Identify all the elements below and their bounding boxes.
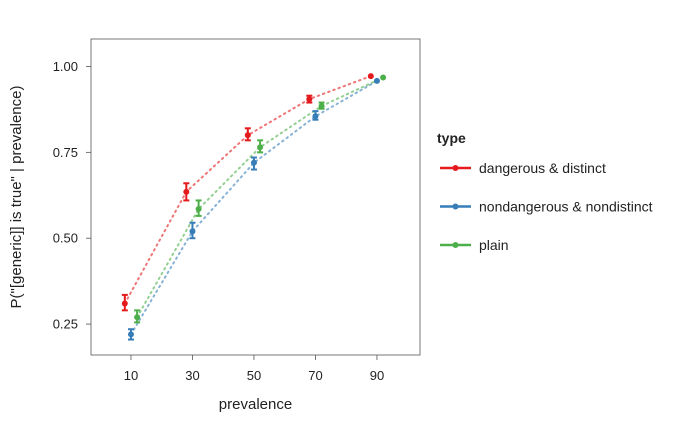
data-point	[183, 188, 190, 195]
legend-title: type	[437, 130, 466, 146]
data-point	[121, 300, 128, 307]
data-point	[134, 314, 141, 321]
y-tick-label: 0.25	[53, 317, 78, 332]
data-point	[306, 96, 313, 103]
plot-panel	[90, 38, 421, 356]
data-point	[250, 159, 257, 166]
x-tick-label: 10	[124, 368, 138, 383]
data-point	[127, 331, 134, 338]
y-tick-label: 0.75	[53, 145, 78, 160]
x-tick-label: 90	[370, 368, 384, 383]
x-tick-label: 50	[247, 368, 261, 383]
legend-key-point	[452, 203, 459, 210]
y-axis-label: P("[generic]] is true" | prevalence)	[8, 86, 25, 309]
y-tick-label: 0.50	[53, 231, 78, 246]
data-point	[373, 77, 380, 84]
y-tick-label: 1.00	[53, 59, 78, 74]
data-point	[195, 206, 202, 213]
legend-key-point	[452, 242, 459, 248]
data-point	[380, 74, 387, 81]
legend-label: nondangerous & nondistinct	[479, 199, 653, 215]
x-tick-label: 30	[185, 368, 199, 383]
data-point	[244, 132, 251, 139]
legend-label: plain	[479, 237, 509, 253]
x-axis-label: prevalence	[219, 396, 292, 413]
x-tick-label: 70	[308, 368, 322, 383]
y-axis-ticks: 0.25 0.50 0.75 1.00	[53, 59, 91, 332]
data-point	[367, 73, 374, 80]
legend-key-point	[452, 165, 459, 171]
data-point	[257, 144, 264, 151]
data-points	[121, 73, 387, 338]
data-point	[318, 102, 325, 109]
fit-line	[136, 76, 385, 319]
fit-line	[130, 79, 378, 336]
legend-label: dangerous & distinct	[479, 160, 606, 176]
x-axis-ticks: 10 30 50 70 90	[124, 355, 384, 383]
data-point	[189, 228, 196, 235]
legend: type dangerous & distinct nondangerous & …	[437, 130, 653, 253]
data-point	[312, 113, 319, 120]
